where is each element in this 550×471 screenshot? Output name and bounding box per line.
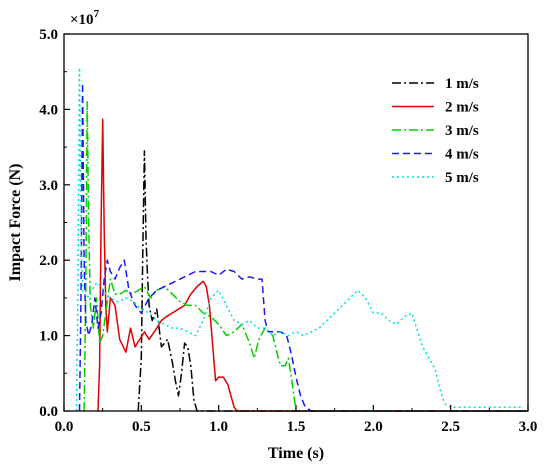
legend: 1 m/s 2 m/s 3 m/s 4 m/s 5 m/s [392,76,479,186]
x-tick-label: 1.0 [209,419,228,435]
series-line-1-m-s [137,150,528,412]
y-multiplier: ×107 [70,8,100,28]
series-line-5-m-s [75,67,524,412]
y-tick-label: 0.0 [39,404,58,420]
legend-label: 5 m/s [445,170,479,186]
axis-ticks: 0.0 0.5 1.0 1.5 2.0 2.5 3.0 0.0 1.0 2.0 3.0 4.0 5.0 [39,27,537,435]
x-tick-label: 1.5 [287,419,306,435]
series-line-4-m-s [78,82,528,412]
legend-label: 1 m/s [445,76,479,92]
series-line-3-m-s [83,101,528,412]
y-tick-label: 1.0 [39,329,58,345]
legend-label: 3 m/s [445,123,479,139]
series-line-2-m-s [97,118,528,412]
x-tick-label: 0.5 [132,419,151,435]
legend-label: 2 m/s [445,100,479,116]
y-tick-label: 2.0 [39,253,58,269]
x-tick-label: 0.0 [55,419,74,435]
y-tick-label: 4.0 [39,102,58,118]
x-tick-label: 3.0 [519,419,538,435]
y-tick-label: 3.0 [39,178,58,194]
x-tick-label: 2.5 [441,419,460,435]
plot-series [75,67,528,412]
x-tick-label: 2.0 [364,419,383,435]
legend-label: 4 m/s [445,147,479,163]
y-axis-title: Impact Force (N) [7,164,24,282]
x-axis-title: Time (s) [268,445,324,462]
y-tick-label: 5.0 [39,27,58,43]
